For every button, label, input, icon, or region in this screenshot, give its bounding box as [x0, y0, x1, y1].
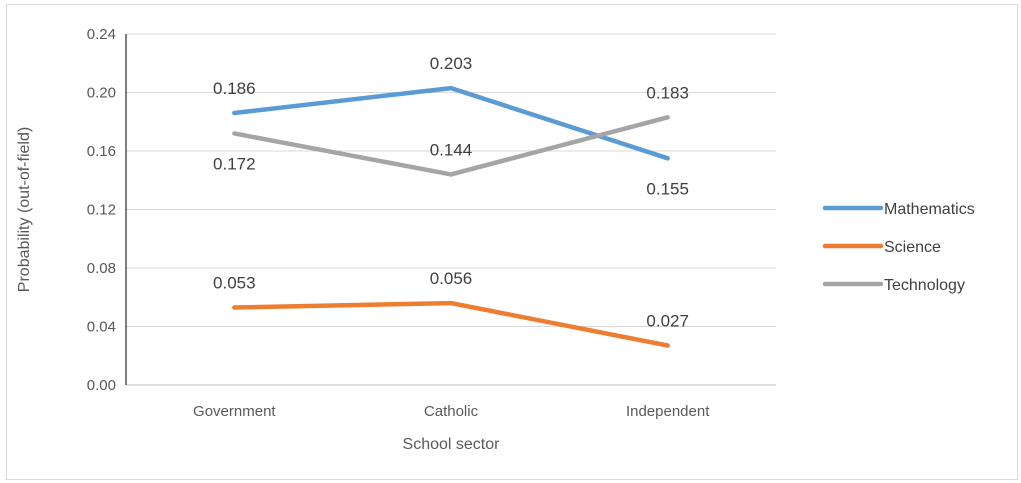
y-tick-label: 0.20 [87, 85, 116, 102]
legend-label: Technology [884, 277, 965, 294]
y-axis-title: Probability (out-of-field) [16, 127, 33, 292]
y-tick-label: 0.24 [87, 26, 116, 43]
legend: Mathematics Science Technology [822, 201, 975, 294]
x-tick-label: Government [193, 403, 276, 420]
data-label: 0.053 [213, 273, 256, 292]
data-label: 0.172 [213, 154, 256, 173]
legend-label: Mathematics [884, 201, 975, 218]
x-axis-ticks: Government Catholic Independent [193, 403, 710, 420]
y-tick-label: 0.00 [87, 377, 116, 394]
gridlines [125, 33, 776, 386]
data-label: 0.183 [646, 83, 689, 102]
series-line-science [232, 300, 670, 348]
x-tick-label: Independent [626, 403, 710, 420]
y-tick-label: 0.04 [87, 319, 116, 336]
legend-label: Science [884, 239, 941, 256]
series-line-technology [232, 115, 670, 177]
y-axis-ticks: 0.00 0.04 0.08 0.12 0.16 0.20 0.24 [87, 26, 116, 394]
data-label: 0.155 [646, 179, 689, 198]
y-tick-label: 0.12 [87, 202, 116, 219]
data-label: 0.186 [213, 79, 256, 98]
data-labels: 0.186 0.203 0.155 0.053 0.056 0.027 0.172 0.144… [213, 54, 689, 330]
series-lines [232, 85, 670, 348]
y-tick-label: 0.08 [87, 260, 116, 277]
x-axis-title: School sector [403, 436, 501, 453]
y-tick-label: 0.16 [87, 143, 116, 160]
data-label: 0.144 [430, 140, 473, 159]
data-label: 0.056 [430, 269, 473, 288]
data-label: 0.203 [430, 54, 473, 73]
x-tick-label: Catholic [424, 403, 479, 420]
data-label: 0.027 [646, 312, 689, 331]
chart-frame [6, 4, 1018, 480]
